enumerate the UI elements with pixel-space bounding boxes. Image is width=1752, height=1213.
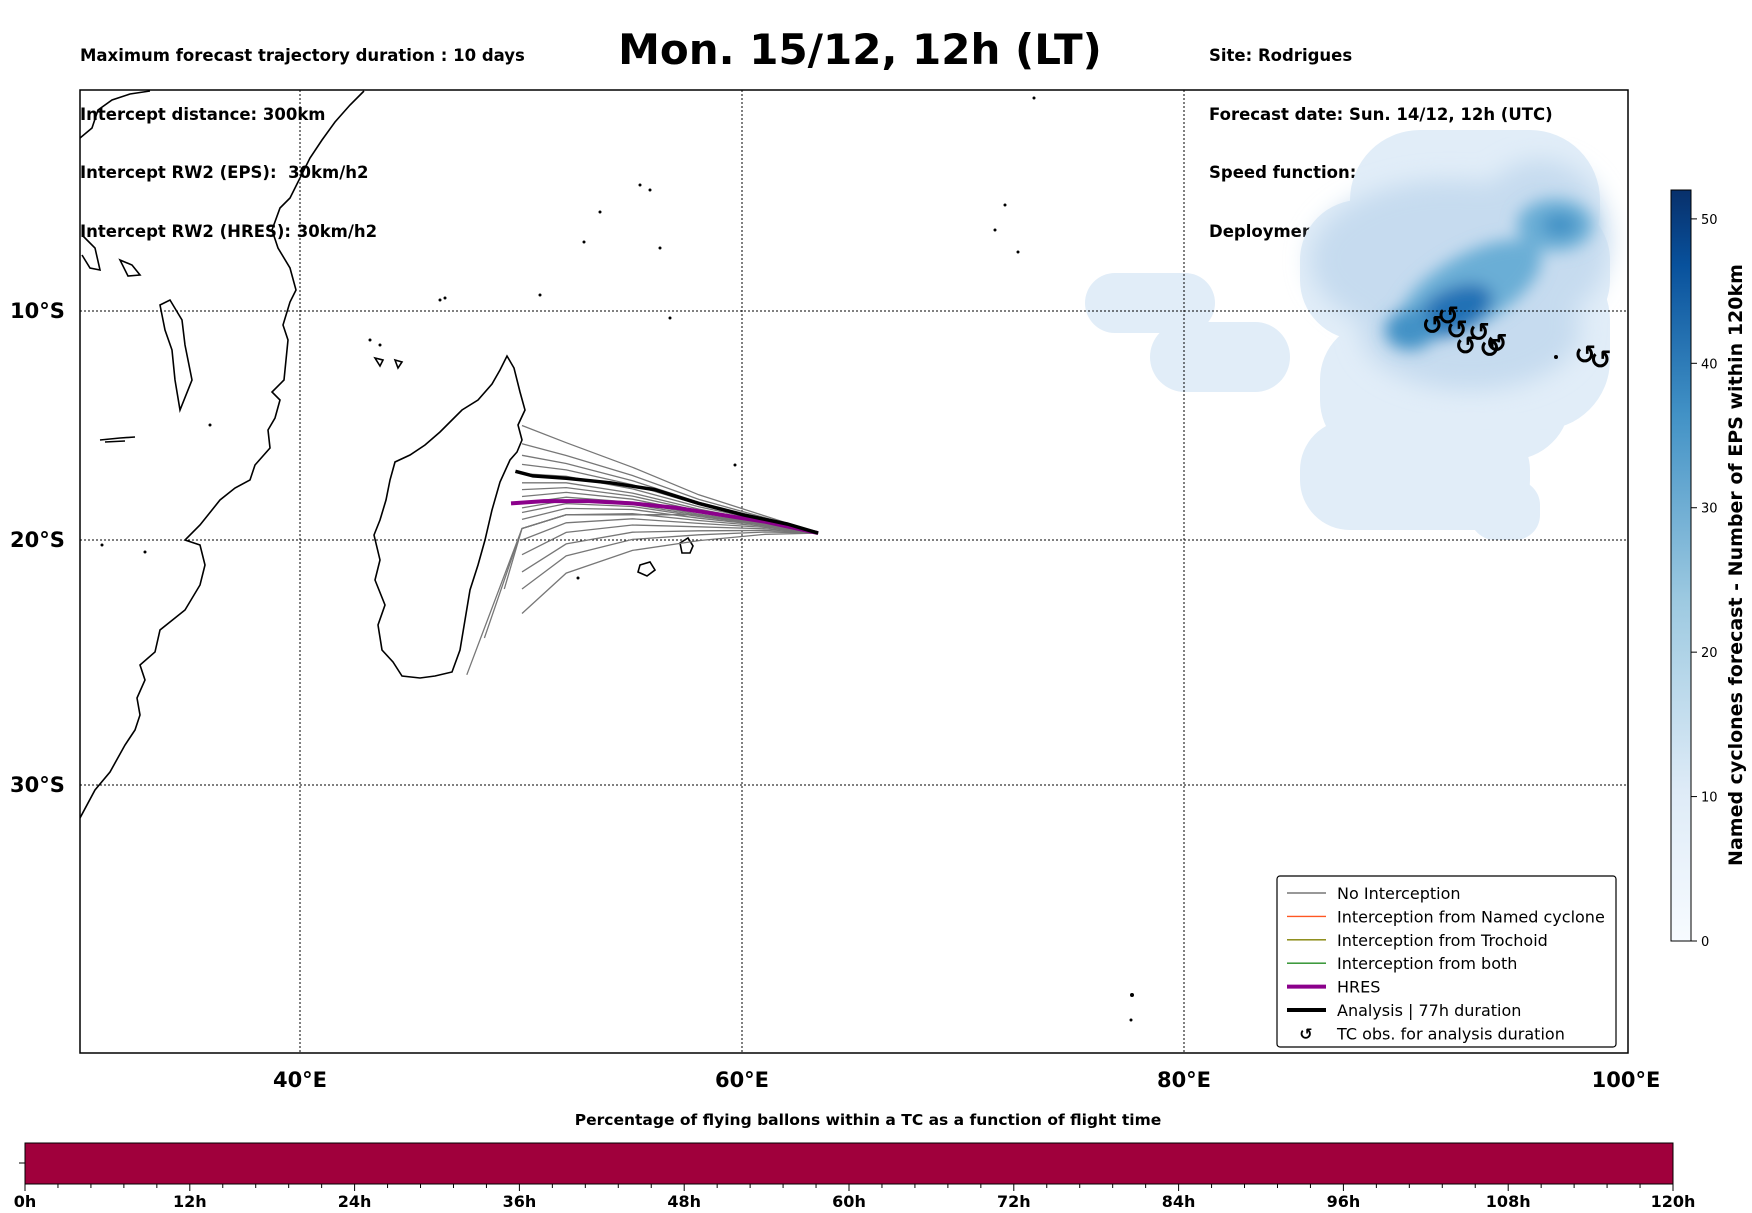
lat-label-30s: 30°S xyxy=(10,773,65,797)
eps-track xyxy=(466,514,819,676)
colorbar-tick-label: 50 xyxy=(1701,213,1718,228)
small-islands xyxy=(100,96,1558,1022)
lon-label-80: 80°E xyxy=(1157,1068,1211,1092)
comoros-islands xyxy=(373,356,404,370)
bar-tick-label: 72h xyxy=(997,1192,1031,1211)
coastlines xyxy=(80,90,694,819)
tc-obs-icon: ↺ xyxy=(1422,311,1444,341)
legend-item: HRES xyxy=(1287,978,1380,997)
flight-time-bar-title: Percentage of flying ballons within a TC… xyxy=(575,1111,1162,1129)
madagascar-coast xyxy=(373,354,526,679)
arabia-coast xyxy=(80,90,151,139)
header-left-info: Maximum forecast trajectory duration : 1… xyxy=(80,7,525,261)
legend-item: No Interception xyxy=(1287,884,1461,903)
bar-tick-label: 36h xyxy=(503,1192,537,1211)
density-colorbar: 0 10 20 30 40 50 Named cyclones forecast - Nu… xyxy=(1670,189,1747,950)
eps-track xyxy=(521,524,819,556)
eps-track xyxy=(521,531,819,590)
tc-obs-icon: ↺ xyxy=(1446,316,1468,346)
map-frame xyxy=(79,89,1629,1054)
pemba-coast xyxy=(99,436,136,443)
legend-item: Interception from both xyxy=(1287,954,1517,973)
eps-track xyxy=(521,532,819,614)
bar-tick-label: 12h xyxy=(173,1192,207,1211)
page-title: Mon. 15/12, 12h (LT) xyxy=(618,25,1102,74)
bar-tick-label: 0h xyxy=(14,1192,37,1211)
tc-obs-icon: ↺ xyxy=(1486,329,1508,359)
analysis-trajectory xyxy=(514,469,819,535)
tc-obs-icon: ↺ xyxy=(1574,341,1596,371)
colorbar-label: Named cyclones forecast - Number of EPS … xyxy=(1725,264,1747,866)
bar-tick-label: 96h xyxy=(1327,1192,1361,1211)
eps-trajectories xyxy=(466,424,819,676)
lat-label-10s: 10°S xyxy=(10,299,65,323)
tc-obs-icon: ↺ xyxy=(1455,332,1477,362)
legend-item: Analysis | 77h duration xyxy=(1287,1001,1521,1020)
map-area: ↺↺↺↺↺↺↺ ↺↺ xyxy=(80,90,1628,1053)
max-duration-text: Maximum forecast trajectory duration : 1… xyxy=(80,46,525,65)
reunion-island xyxy=(637,561,657,577)
colorbar-tick-label: 10 xyxy=(1701,791,1718,806)
bar-tick-label: 84h xyxy=(1162,1192,1196,1211)
forecast-date-text: Forecast date: Sun. 14/12, 12h (UTC) xyxy=(1209,104,1553,124)
colorbar-tick-label: 30 xyxy=(1701,502,1718,517)
colorbar-tick-label: 20 xyxy=(1701,646,1718,661)
bar-tick-label: 108h xyxy=(1486,1192,1531,1211)
legend-label: HRES xyxy=(1337,978,1380,997)
bar-tick-label: 24h xyxy=(338,1192,372,1211)
socotra-island xyxy=(81,234,142,277)
lon-tick-labels: 40°E 60°E 80°E 100°E xyxy=(273,1068,1660,1092)
intercept-eps-text: Intercept RW2 (EPS): 30km/h2 xyxy=(80,163,369,182)
seychelles-islands xyxy=(159,298,193,413)
bar-tick-label: 60h xyxy=(832,1192,866,1211)
eps-track xyxy=(521,518,819,541)
legend-item: ↺ TC obs. for analysis duration xyxy=(1299,1024,1565,1043)
legend-label: Interception from Named cyclone xyxy=(1337,907,1605,926)
intercept-distance-text: Intercept distance: 300km xyxy=(80,104,326,124)
legend-label: No Interception xyxy=(1337,884,1461,903)
lat-label-20s: 20°S xyxy=(10,528,65,552)
tc-obs-icon: ↺ xyxy=(1479,334,1501,364)
lon-label-100: 100°E xyxy=(1592,1068,1661,1092)
flight-time-bar-fill xyxy=(24,1142,1674,1185)
lon-label-40: 40°E xyxy=(273,1068,327,1092)
bar-tick-label: 120h xyxy=(1651,1192,1696,1211)
legend-label: Interception from both xyxy=(1337,954,1517,973)
tc-symbol-icon: ↺ xyxy=(1299,1024,1312,1043)
flight-time-bar: Percentage of flying ballons within a TC… xyxy=(14,1111,1696,1211)
eps-track xyxy=(483,514,819,639)
legend-label: Interception from Trochoid xyxy=(1337,931,1548,950)
gridlines xyxy=(80,90,1628,1053)
eps-track xyxy=(521,529,819,573)
bar-tick-label: 48h xyxy=(667,1192,701,1211)
lon-label-60: 60°E xyxy=(715,1068,769,1092)
site-text: Site: Rodrigues xyxy=(1209,46,1353,65)
tc-obs-icon: ↺ xyxy=(1468,318,1490,348)
map-legend: No Interception Interception from Named c… xyxy=(1276,875,1617,1048)
hres-trajectory xyxy=(510,499,819,536)
africa-coast xyxy=(80,90,365,819)
legend-label: Analysis | 77h duration xyxy=(1337,1001,1521,1020)
eps-track xyxy=(521,424,819,534)
lat-tick-labels: 10°S 20°S 30°S xyxy=(10,299,65,797)
tc-obs-icon: ↺ xyxy=(1590,345,1612,375)
tc-obs-icon: ↺ xyxy=(1437,302,1459,332)
legend-label: TC obs. for analysis duration xyxy=(1336,1024,1565,1043)
colorbar-tick-label: 0 xyxy=(1701,935,1709,950)
cyclone-density-field xyxy=(1085,130,1610,540)
colorbar-tick-label: 40 xyxy=(1701,357,1718,372)
mauritius-island xyxy=(679,536,694,554)
legend-item: Interception from Trochoid xyxy=(1287,931,1548,950)
legend-item: Interception from Named cyclone xyxy=(1287,907,1605,926)
tc-observations: ↺↺↺↺↺↺↺ ↺↺ xyxy=(1422,302,1612,376)
